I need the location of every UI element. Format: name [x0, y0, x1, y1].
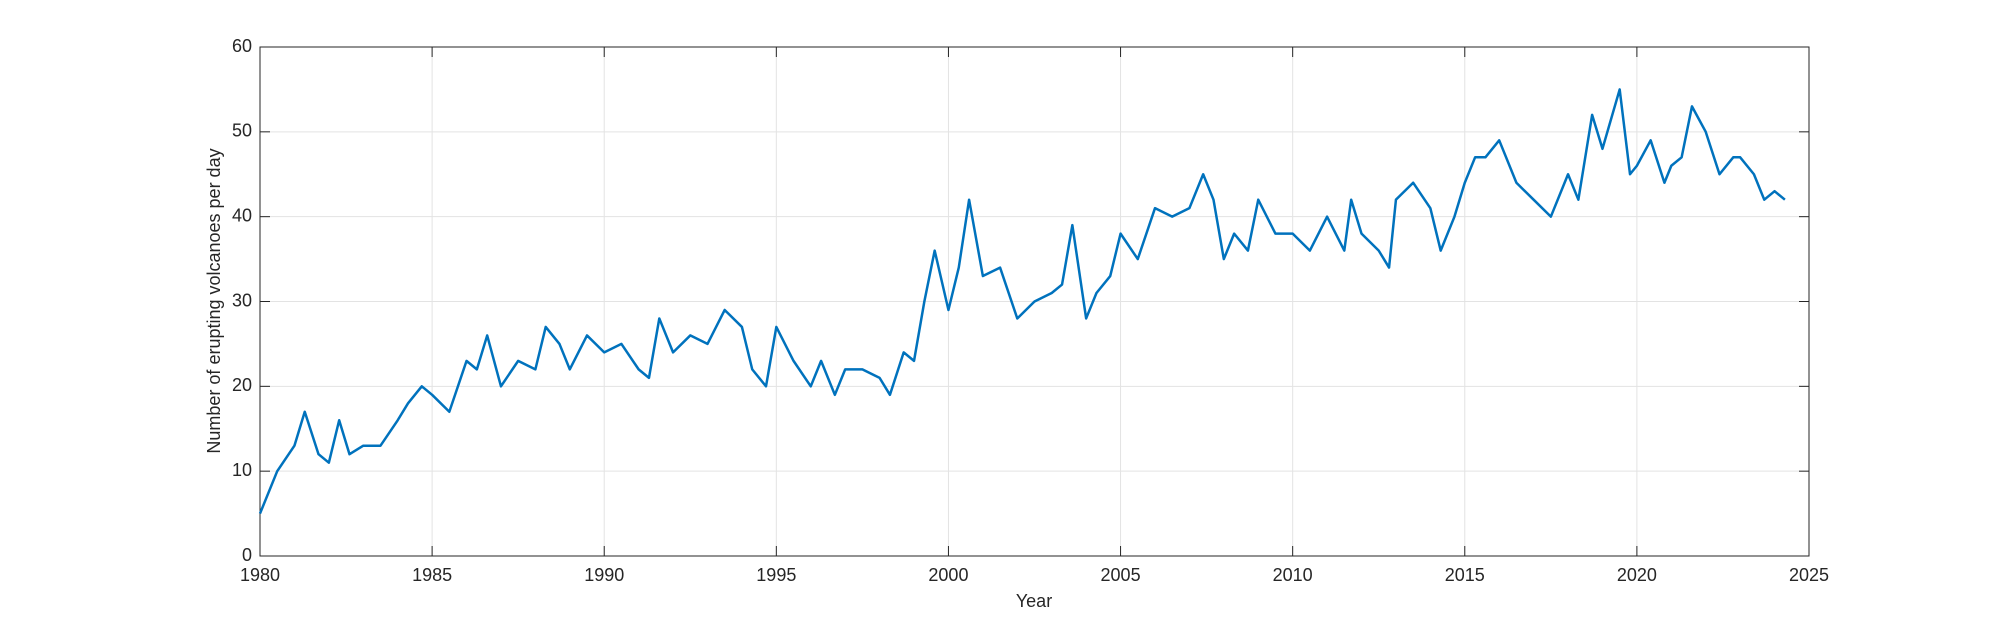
x-tick-label: 2000: [928, 565, 968, 585]
x-tick-label: 2020: [1617, 565, 1657, 585]
x-tick-label: 1990: [584, 565, 624, 585]
x-tick-label: 2005: [1101, 565, 1141, 585]
y-tick-label: 40: [232, 205, 252, 225]
y-tick-label: 10: [232, 460, 252, 480]
x-tick-label: 2015: [1445, 565, 1485, 585]
x-tick-label: 1985: [412, 565, 452, 585]
y-tick-label: 60: [232, 36, 252, 56]
x-tick-label: 1980: [240, 565, 280, 585]
y-axis-label: Number of erupting volcanoes per day: [204, 148, 224, 453]
x-axis-label: Year: [1016, 591, 1052, 611]
data-line: [258, 88, 1786, 515]
x-tick-label: 2025: [1789, 565, 1829, 585]
x-tick-label: 1995: [756, 565, 796, 585]
y-tick-label: 0: [242, 545, 252, 565]
x-tick-label: 2010: [1273, 565, 1313, 585]
y-tick-label: 30: [232, 290, 252, 310]
plot-box: [259, 46, 1810, 557]
y-tick-label: 50: [232, 121, 252, 141]
y-tick-label: 20: [232, 375, 252, 395]
